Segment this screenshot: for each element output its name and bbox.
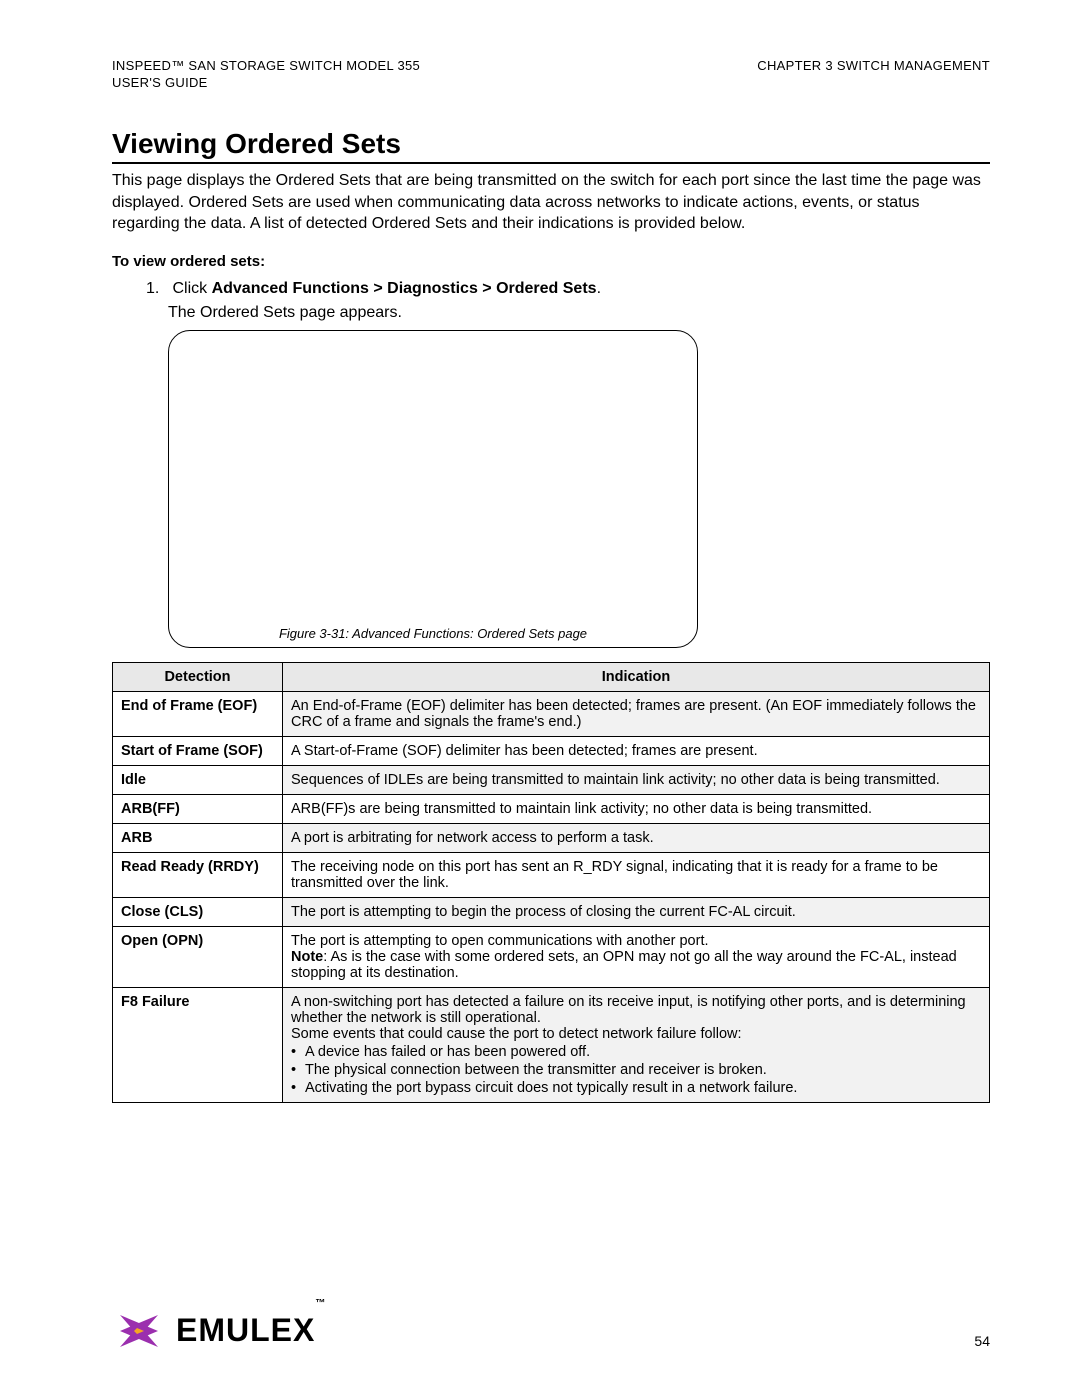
- cell-detection: End of Frame (EOF): [113, 691, 283, 736]
- table-row: ARB(FF)ARB(FF)s are being transmitted to…: [113, 794, 990, 823]
- cell-indication: A Start-of-Frame (SOF) delimiter has bee…: [283, 736, 990, 765]
- header-left: INSPEED™ SAN STORAGE SWITCH MODEL 355 US…: [112, 58, 420, 90]
- cell-detection: Open (OPN): [113, 926, 283, 987]
- header-right-line1: CHAPTER 3 SWITCH MANAGEMENT: [757, 58, 990, 73]
- cell-detection: Close (CLS): [113, 897, 283, 926]
- cell-detection: ARB(FF): [113, 794, 283, 823]
- step-number: 1.: [146, 280, 168, 298]
- ordered-sets-table: Detection Indication End of Frame (EOF)A…: [112, 662, 990, 1103]
- header-right: CHAPTER 3 SWITCH MANAGEMENT: [757, 58, 990, 90]
- title-rule: [112, 162, 990, 164]
- header-left-line1: INSPEED™ SAN STORAGE SWITCH MODEL 355: [112, 58, 420, 73]
- figure-caption: Figure 3-31: Advanced Functions: Ordered…: [169, 626, 697, 641]
- figure-placeholder: Figure 3-31: Advanced Functions: Ordered…: [168, 330, 698, 648]
- table-row: Open (OPN)The port is attempting to open…: [113, 926, 990, 987]
- col-header-indication: Indication: [283, 662, 990, 691]
- cell-detection: Start of Frame (SOF): [113, 736, 283, 765]
- table-row: ARBA port is arbitrating for network acc…: [113, 823, 990, 852]
- table-row: IdleSequences of IDLEs are being transmi…: [113, 765, 990, 794]
- cell-indication: The port is attempting to begin the proc…: [283, 897, 990, 926]
- step-1: 1. Click Advanced Functions > Diagnostic…: [146, 280, 990, 298]
- document-page: INSPEED™ SAN STORAGE SWITCH MODEL 355 US…: [0, 0, 1080, 1103]
- logo-icon: [112, 1313, 166, 1349]
- table-row: Read Ready (RRDY)The receiving node on t…: [113, 852, 990, 897]
- cell-detection: Read Ready (RRDY): [113, 852, 283, 897]
- cell-detection: ARB: [113, 823, 283, 852]
- col-header-detection: Detection: [113, 662, 283, 691]
- step-sub: The Ordered Sets page appears.: [168, 304, 990, 322]
- emulex-logo: EMULEX™: [112, 1312, 326, 1349]
- table-row: End of Frame (EOF)An End-of-Frame (EOF) …: [113, 691, 990, 736]
- page-footer: EMULEX™ 54: [112, 1312, 990, 1349]
- page-number: 54: [974, 1333, 990, 1349]
- intro-paragraph: This page displays the Ordered Sets that…: [112, 170, 990, 235]
- table-row: Start of Frame (SOF)A Start-of-Frame (SO…: [113, 736, 990, 765]
- page-title: Viewing Ordered Sets: [112, 128, 990, 160]
- cell-indication: A non-switching port has detected a fail…: [283, 987, 990, 1102]
- cell-indication: A port is arbitrating for network access…: [283, 823, 990, 852]
- table-row: F8 FailureA non-switching port has detec…: [113, 987, 990, 1102]
- table-row: Close (CLS)The port is attempting to beg…: [113, 897, 990, 926]
- cell-indication: Sequences of IDLEs are being transmitted…: [283, 765, 990, 794]
- page-header: INSPEED™ SAN STORAGE SWITCH MODEL 355 US…: [112, 58, 990, 90]
- logo-text: EMULEX™: [176, 1312, 326, 1349]
- header-left-line2: USER'S GUIDE: [112, 75, 420, 90]
- cell-detection: Idle: [113, 765, 283, 794]
- cell-indication: ARB(FF)s are being transmitted to mainta…: [283, 794, 990, 823]
- cell-indication: The receiving node on this port has sent…: [283, 852, 990, 897]
- table-header-row: Detection Indication: [113, 662, 990, 691]
- subheading: To view ordered sets:: [112, 253, 990, 270]
- step-text: Click Advanced Functions > Diagnostics >…: [172, 280, 601, 297]
- cell-detection: F8 Failure: [113, 987, 283, 1102]
- cell-indication: An End-of-Frame (EOF) delimiter has been…: [283, 691, 990, 736]
- cell-indication: The port is attempting to open communica…: [283, 926, 990, 987]
